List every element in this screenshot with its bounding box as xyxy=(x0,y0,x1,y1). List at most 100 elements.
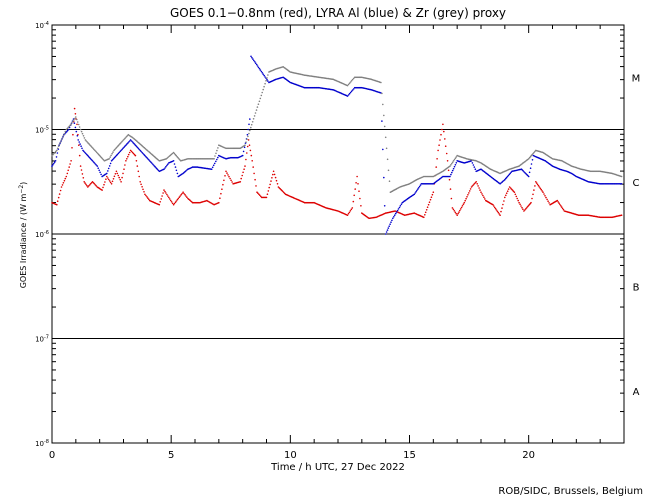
data-point xyxy=(59,189,62,192)
data-point xyxy=(351,78,354,81)
data-point xyxy=(54,160,57,162)
data-point xyxy=(249,118,251,120)
data-point xyxy=(243,168,245,170)
data-point xyxy=(426,206,429,208)
data-point xyxy=(72,133,74,136)
data-point xyxy=(541,190,543,192)
data-point xyxy=(514,193,517,196)
data-point xyxy=(123,146,125,149)
data-point xyxy=(244,144,246,146)
data-point xyxy=(112,178,115,180)
data-point xyxy=(258,100,261,103)
data-point xyxy=(105,178,107,180)
data-point xyxy=(382,148,384,151)
data-point xyxy=(354,188,357,190)
y-tick-label: 10-4 xyxy=(35,21,49,30)
data-point xyxy=(444,145,447,147)
data-point xyxy=(192,201,195,204)
data-point xyxy=(97,153,100,156)
data-point xyxy=(142,188,144,191)
data-point xyxy=(96,151,98,154)
data-point xyxy=(492,203,494,206)
data-point xyxy=(126,135,129,137)
data-point xyxy=(497,211,500,214)
data-point xyxy=(109,181,112,184)
data-point xyxy=(461,205,464,207)
x-axis-label: Time / h UTC, 27 Dec 2022 xyxy=(270,462,405,473)
data-point xyxy=(90,145,92,147)
data-point xyxy=(130,150,133,153)
data-point xyxy=(181,192,183,195)
data-point xyxy=(127,153,130,156)
data-point xyxy=(126,158,128,160)
data-point xyxy=(471,185,474,187)
data-point xyxy=(347,83,350,86)
data-point xyxy=(351,89,354,91)
data-point xyxy=(530,201,532,204)
data-point xyxy=(359,197,361,200)
data-point xyxy=(481,193,483,195)
data-point xyxy=(469,188,472,190)
data-point xyxy=(348,92,351,95)
data-point xyxy=(430,196,433,198)
data-point xyxy=(246,133,249,136)
data-point xyxy=(122,139,125,141)
data-point xyxy=(70,123,72,126)
data-point xyxy=(257,66,260,69)
data-point xyxy=(234,156,236,159)
data-point xyxy=(139,181,141,183)
data-point xyxy=(91,160,94,162)
data-point xyxy=(539,187,542,190)
data-point xyxy=(353,194,356,197)
data-point xyxy=(75,130,78,133)
data-point xyxy=(215,160,217,163)
data-point xyxy=(78,126,81,128)
data-point xyxy=(82,177,85,179)
data-point xyxy=(502,203,504,206)
data-point xyxy=(386,229,389,231)
data-point xyxy=(383,205,386,207)
data-point xyxy=(265,80,267,82)
data-point xyxy=(252,166,254,168)
data-point xyxy=(445,152,448,155)
data-point xyxy=(270,180,272,182)
data-point xyxy=(450,173,452,176)
data-point xyxy=(172,203,175,206)
data-point xyxy=(93,183,96,185)
data-point xyxy=(111,152,113,155)
data-point xyxy=(396,209,399,212)
data-point xyxy=(466,196,468,198)
data-point xyxy=(246,145,249,148)
data-point xyxy=(471,162,474,164)
data-point xyxy=(561,207,564,210)
data-point xyxy=(385,231,388,233)
data-point xyxy=(51,154,53,157)
data-point xyxy=(145,155,147,158)
y-axis-label-sup: −2 xyxy=(18,185,25,194)
data-point xyxy=(504,178,506,181)
data-point xyxy=(397,208,400,210)
data-point xyxy=(261,72,264,74)
data-point xyxy=(476,183,479,185)
data-point xyxy=(263,85,265,88)
data-point xyxy=(273,173,276,176)
data-point xyxy=(520,205,522,207)
x-tick-label: 15 xyxy=(403,450,416,461)
data-point xyxy=(259,97,262,100)
y-tick-label: 10-7 xyxy=(35,335,49,344)
data-point xyxy=(102,186,104,189)
data-point xyxy=(53,161,56,163)
data-point xyxy=(527,205,530,207)
data-point xyxy=(391,219,393,222)
data-point xyxy=(125,160,127,162)
data-point xyxy=(530,163,533,165)
data-point xyxy=(143,191,145,193)
data-point xyxy=(167,195,169,197)
data-point xyxy=(460,206,463,209)
data-point xyxy=(98,154,101,157)
data-point xyxy=(87,186,89,188)
data-point xyxy=(101,158,104,160)
data-point xyxy=(250,154,253,157)
data-point xyxy=(456,214,459,216)
data-point xyxy=(464,199,467,202)
